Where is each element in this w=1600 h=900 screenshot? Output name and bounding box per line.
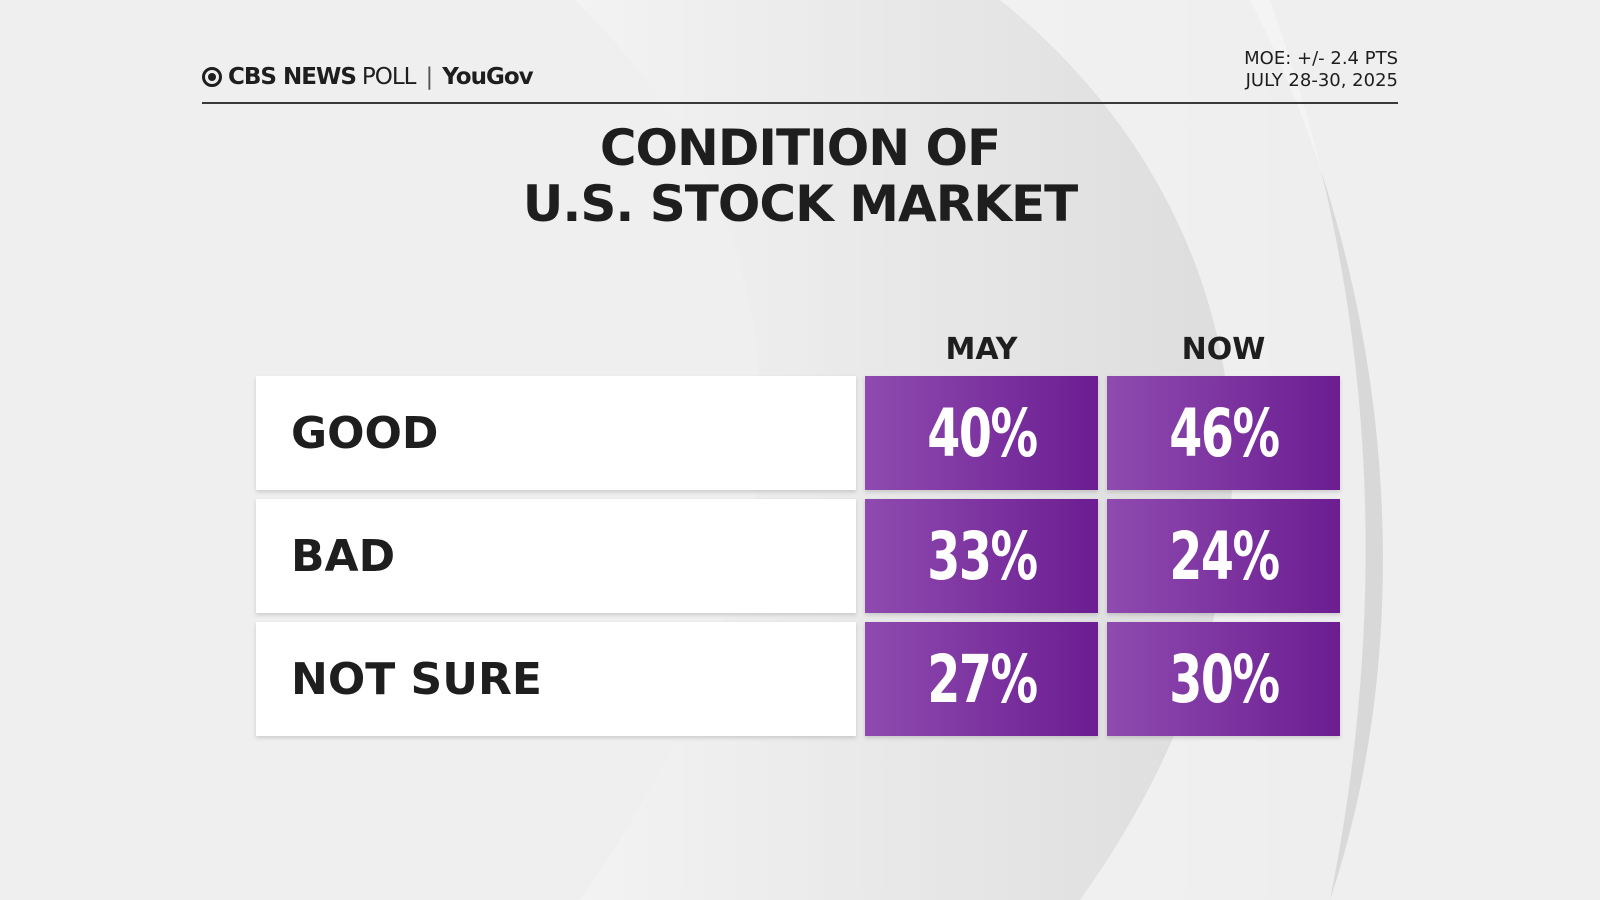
title-line-2: U.S. STOCK MARKET (522, 175, 1078, 233)
column-header-now: NOW (1181, 332, 1266, 367)
value-not-sure-now: 30% (1168, 640, 1280, 718)
cell-good-may: 40% (865, 376, 1098, 490)
cbs-eye-icon (202, 67, 222, 87)
value-good-may: 40% (926, 394, 1038, 472)
title-line-1: CONDITION OF (599, 119, 1001, 177)
row-label-bad: BAD (256, 499, 856, 613)
value-bad-now: 24% (1168, 517, 1280, 595)
partner-text: YouGov (442, 64, 533, 90)
chart-title: CONDITION OF U.S. STOCK MARKET (0, 120, 1600, 232)
cell-not-sure-now: 30% (1107, 622, 1340, 736)
poll-text: POLL (361, 64, 417, 90)
poll-meta: MOE: +/- 2.4 PTS JULY 28-30, 2025 (1244, 48, 1398, 92)
value-good-now: 46% (1168, 394, 1280, 472)
brand-text: CBS NEWS (228, 64, 357, 90)
cell-not-sure-may: 27% (865, 622, 1098, 736)
cell-bad-now: 24% (1107, 499, 1340, 613)
row-label-good: GOOD (256, 376, 856, 490)
cbs-yougov-logo: CBS NEWS POLL | YouGov (202, 64, 534, 90)
margin-of-error: MOE: +/- 2.4 PTS (1244, 48, 1398, 69)
header-divider (202, 102, 1398, 104)
value-not-sure-may: 27% (926, 640, 1038, 718)
cell-bad-may: 33% (865, 499, 1098, 613)
column-header-may: MAY (945, 332, 1018, 367)
poll-dates: JULY 28-30, 2025 (1245, 70, 1398, 91)
value-bad-may: 33% (926, 517, 1038, 595)
row-label-not-sure: NOT SURE (256, 622, 856, 736)
cell-good-now: 46% (1107, 376, 1340, 490)
